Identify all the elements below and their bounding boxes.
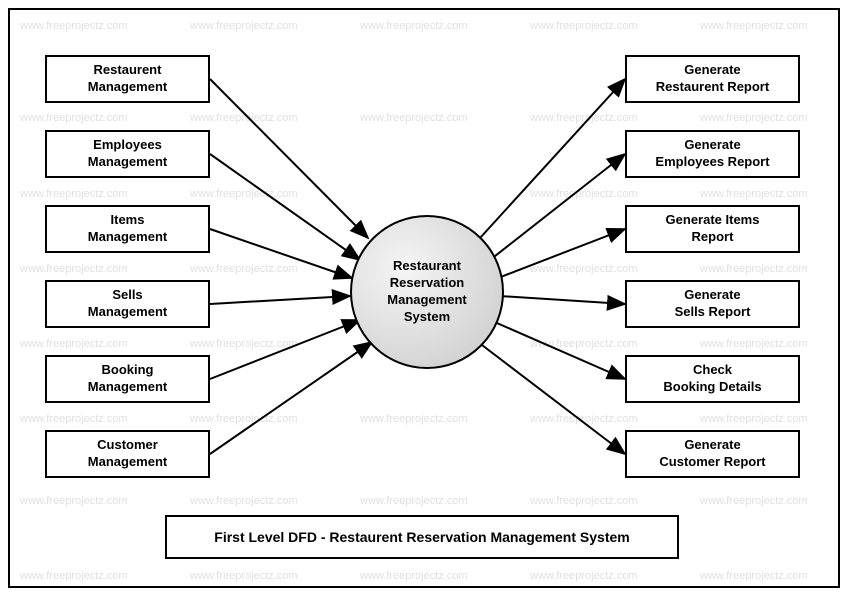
left-box-label-4: BookingManagement bbox=[88, 362, 167, 396]
right-box-3: GenerateSells Report bbox=[625, 280, 800, 328]
right-box-4: CheckBooking Details bbox=[625, 355, 800, 403]
left-box-label-3: SellsManagement bbox=[88, 287, 167, 321]
left-box-label-0: RestaurentManagement bbox=[88, 62, 167, 96]
center-process-label: RestaurantReservationManagementSystem bbox=[387, 258, 466, 326]
right-box-label-4: CheckBooking Details bbox=[663, 362, 761, 396]
right-box-label-1: GenerateEmployees Report bbox=[655, 137, 769, 171]
left-box-label-2: ItemsManagement bbox=[88, 212, 167, 246]
left-box-5: CustomerManagement bbox=[45, 430, 210, 478]
right-box-5: GenerateCustomer Report bbox=[625, 430, 800, 478]
center-process: RestaurantReservationManagementSystem bbox=[350, 215, 504, 369]
left-box-0: RestaurentManagement bbox=[45, 55, 210, 103]
right-box-label-3: GenerateSells Report bbox=[675, 287, 751, 321]
left-box-label-1: EmployeesManagement bbox=[88, 137, 167, 171]
left-box-3: SellsManagement bbox=[45, 280, 210, 328]
left-box-label-5: CustomerManagement bbox=[88, 437, 167, 471]
right-box-label-2: Generate ItemsReport bbox=[666, 212, 760, 246]
left-box-4: BookingManagement bbox=[45, 355, 210, 403]
diagram-title-box: First Level DFD - Restaurent Reservation… bbox=[165, 515, 679, 559]
right-box-2: Generate ItemsReport bbox=[625, 205, 800, 253]
left-box-2: ItemsManagement bbox=[45, 205, 210, 253]
left-box-1: EmployeesManagement bbox=[45, 130, 210, 178]
right-box-0: GenerateRestaurent Report bbox=[625, 55, 800, 103]
right-box-label-5: GenerateCustomer Report bbox=[659, 437, 765, 471]
right-box-label-0: GenerateRestaurent Report bbox=[656, 62, 769, 96]
right-box-1: GenerateEmployees Report bbox=[625, 130, 800, 178]
diagram-title: First Level DFD - Restaurent Reservation… bbox=[214, 529, 629, 545]
